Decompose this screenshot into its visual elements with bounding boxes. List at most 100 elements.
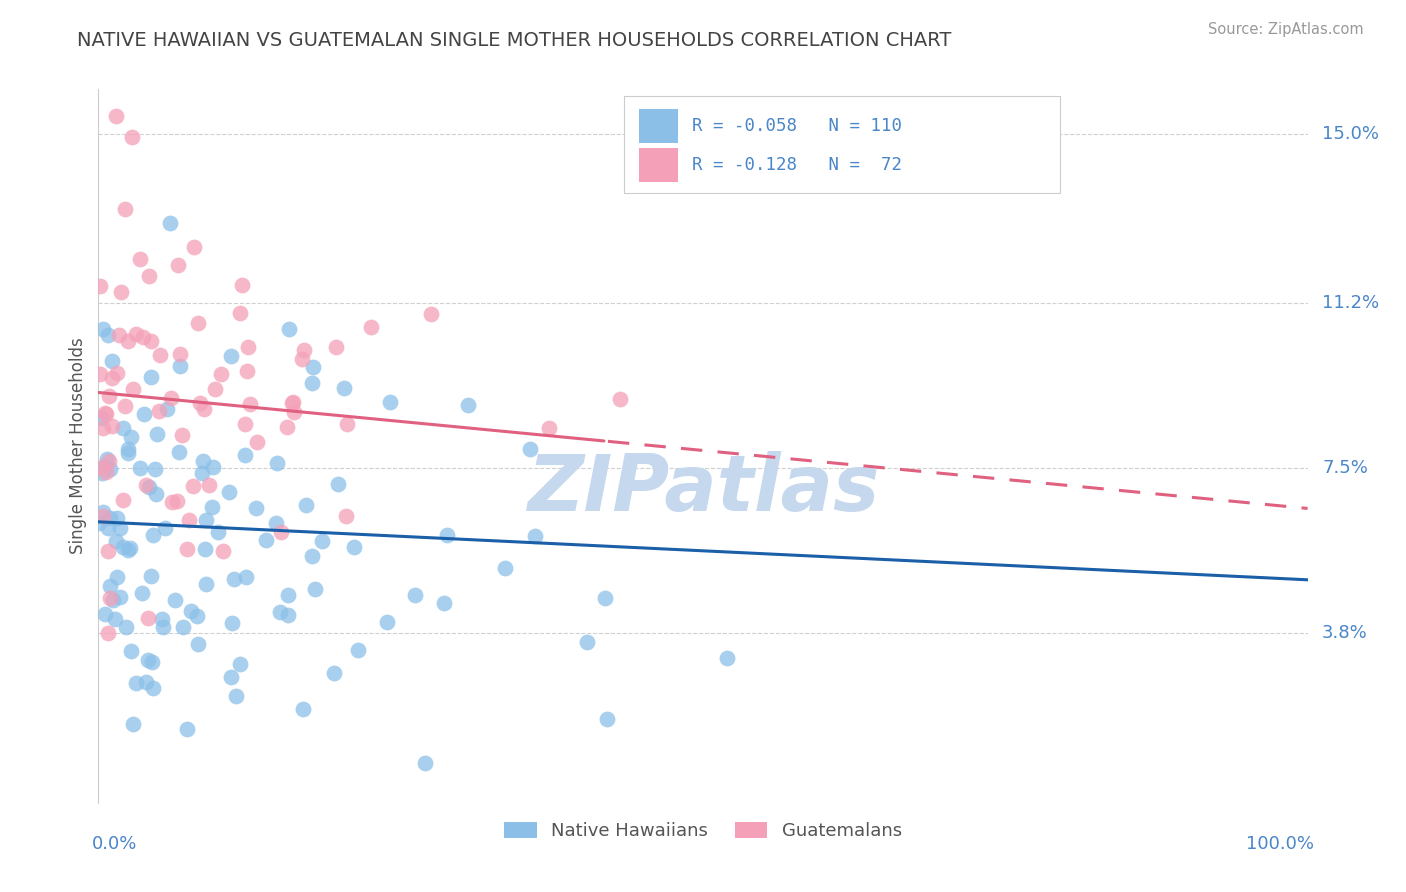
- Point: [94, 607, 117, 622]
- Text: Source: ZipAtlas.com: Source: ZipAtlas.com: [1208, 22, 1364, 37]
- Point: [190, 467, 212, 481]
- Text: R = -0.128   N =  72: R = -0.128 N = 72: [692, 156, 903, 174]
- Point: [335, 509, 357, 524]
- Point: [194, 576, 217, 591]
- Point: [494, 561, 516, 575]
- Point: [120, 541, 142, 555]
- Point: [165, 593, 187, 607]
- Point: [332, 381, 354, 395]
- Point: [104, 109, 127, 123]
- Point: [148, 348, 170, 362]
- Point: [160, 495, 183, 509]
- Point: [141, 655, 163, 669]
- Point: [233, 448, 256, 462]
- Point: [100, 419, 122, 434]
- Point: [204, 382, 226, 396]
- Point: [346, 643, 368, 657]
- Point: [209, 368, 232, 382]
- Point: [145, 487, 167, 501]
- Point: [276, 419, 298, 434]
- Point: [96, 544, 118, 558]
- Point: [325, 340, 347, 354]
- Point: [311, 534, 333, 549]
- Point: [225, 689, 247, 703]
- Text: ZIPatlas: ZIPatlas: [527, 450, 879, 527]
- Point: [110, 521, 132, 535]
- Point: [134, 407, 156, 421]
- Point: [270, 524, 292, 539]
- Point: [91, 505, 114, 519]
- Point: [212, 543, 235, 558]
- Text: 7.5%: 7.5%: [1322, 459, 1368, 477]
- Point: [152, 620, 174, 634]
- Point: [94, 407, 117, 421]
- Point: [155, 402, 177, 417]
- Point: [139, 370, 162, 384]
- Point: [90, 411, 112, 425]
- Point: [101, 354, 124, 368]
- Point: [277, 588, 299, 602]
- Point: [129, 460, 152, 475]
- Point: [291, 352, 314, 367]
- Point: [221, 615, 243, 630]
- Point: [145, 462, 167, 476]
- Point: [537, 421, 560, 435]
- Point: [98, 579, 121, 593]
- Point: [302, 359, 325, 374]
- Point: [131, 585, 153, 599]
- Point: [193, 454, 215, 468]
- Point: [224, 572, 246, 586]
- Point: [112, 420, 135, 434]
- Point: [322, 665, 344, 680]
- Point: [96, 465, 118, 479]
- Text: 100.0%: 100.0%: [1246, 835, 1313, 853]
- Point: [235, 364, 257, 378]
- Point: [231, 277, 253, 292]
- Point: [97, 454, 120, 468]
- Point: [233, 417, 256, 431]
- Point: [117, 442, 139, 456]
- Point: [103, 593, 125, 607]
- Point: [219, 670, 242, 684]
- Point: [112, 541, 135, 555]
- Point: [176, 542, 198, 557]
- Point: [219, 349, 242, 363]
- Point: [153, 521, 176, 535]
- Point: [436, 528, 458, 542]
- Text: 15.0%: 15.0%: [1322, 125, 1379, 143]
- Point: [138, 269, 160, 284]
- Point: [105, 366, 128, 380]
- Point: [125, 326, 148, 341]
- Point: [97, 521, 120, 535]
- Point: [108, 328, 131, 343]
- Point: [135, 477, 157, 491]
- Point: [98, 591, 121, 606]
- Point: [183, 240, 205, 254]
- Point: [166, 493, 188, 508]
- Point: [304, 582, 326, 596]
- Point: [380, 394, 402, 409]
- Point: [89, 516, 111, 530]
- Point: [121, 383, 143, 397]
- Point: [229, 657, 252, 672]
- Point: [609, 392, 631, 406]
- Point: [180, 604, 202, 618]
- Point: [236, 340, 259, 354]
- Point: [169, 444, 191, 458]
- Point: [593, 591, 616, 606]
- Point: [138, 479, 160, 493]
- Point: [269, 605, 291, 619]
- Point: [101, 371, 124, 385]
- Point: [186, 608, 208, 623]
- Point: [201, 500, 224, 515]
- Point: [218, 485, 240, 500]
- Point: [93, 322, 115, 336]
- Point: [135, 674, 157, 689]
- Point: [110, 285, 132, 299]
- Point: [142, 528, 165, 542]
- Point: [94, 458, 117, 473]
- Point: [160, 392, 183, 406]
- Point: [91, 421, 114, 435]
- Point: [420, 307, 443, 321]
- Point: [122, 716, 145, 731]
